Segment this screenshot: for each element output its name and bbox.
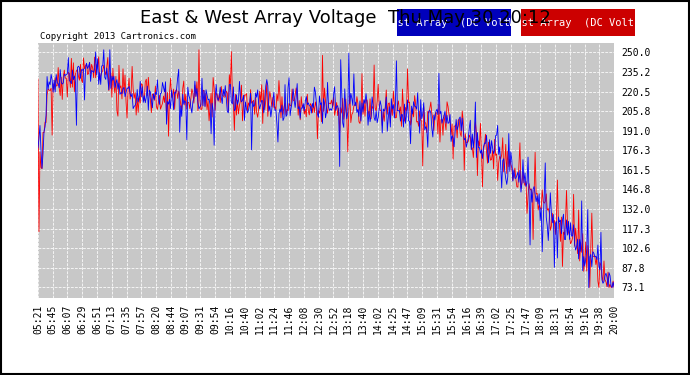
Text: West Array  (DC Volts): West Array (DC Volts) [509,18,647,27]
Text: East Array  (DC Volts): East Array (DC Volts) [385,18,522,27]
Text: Copyright 2013 Cartronics.com: Copyright 2013 Cartronics.com [40,32,196,41]
Text: East & West Array Voltage  Thu May 30 20:12: East & West Array Voltage Thu May 30 20:… [139,9,551,27]
